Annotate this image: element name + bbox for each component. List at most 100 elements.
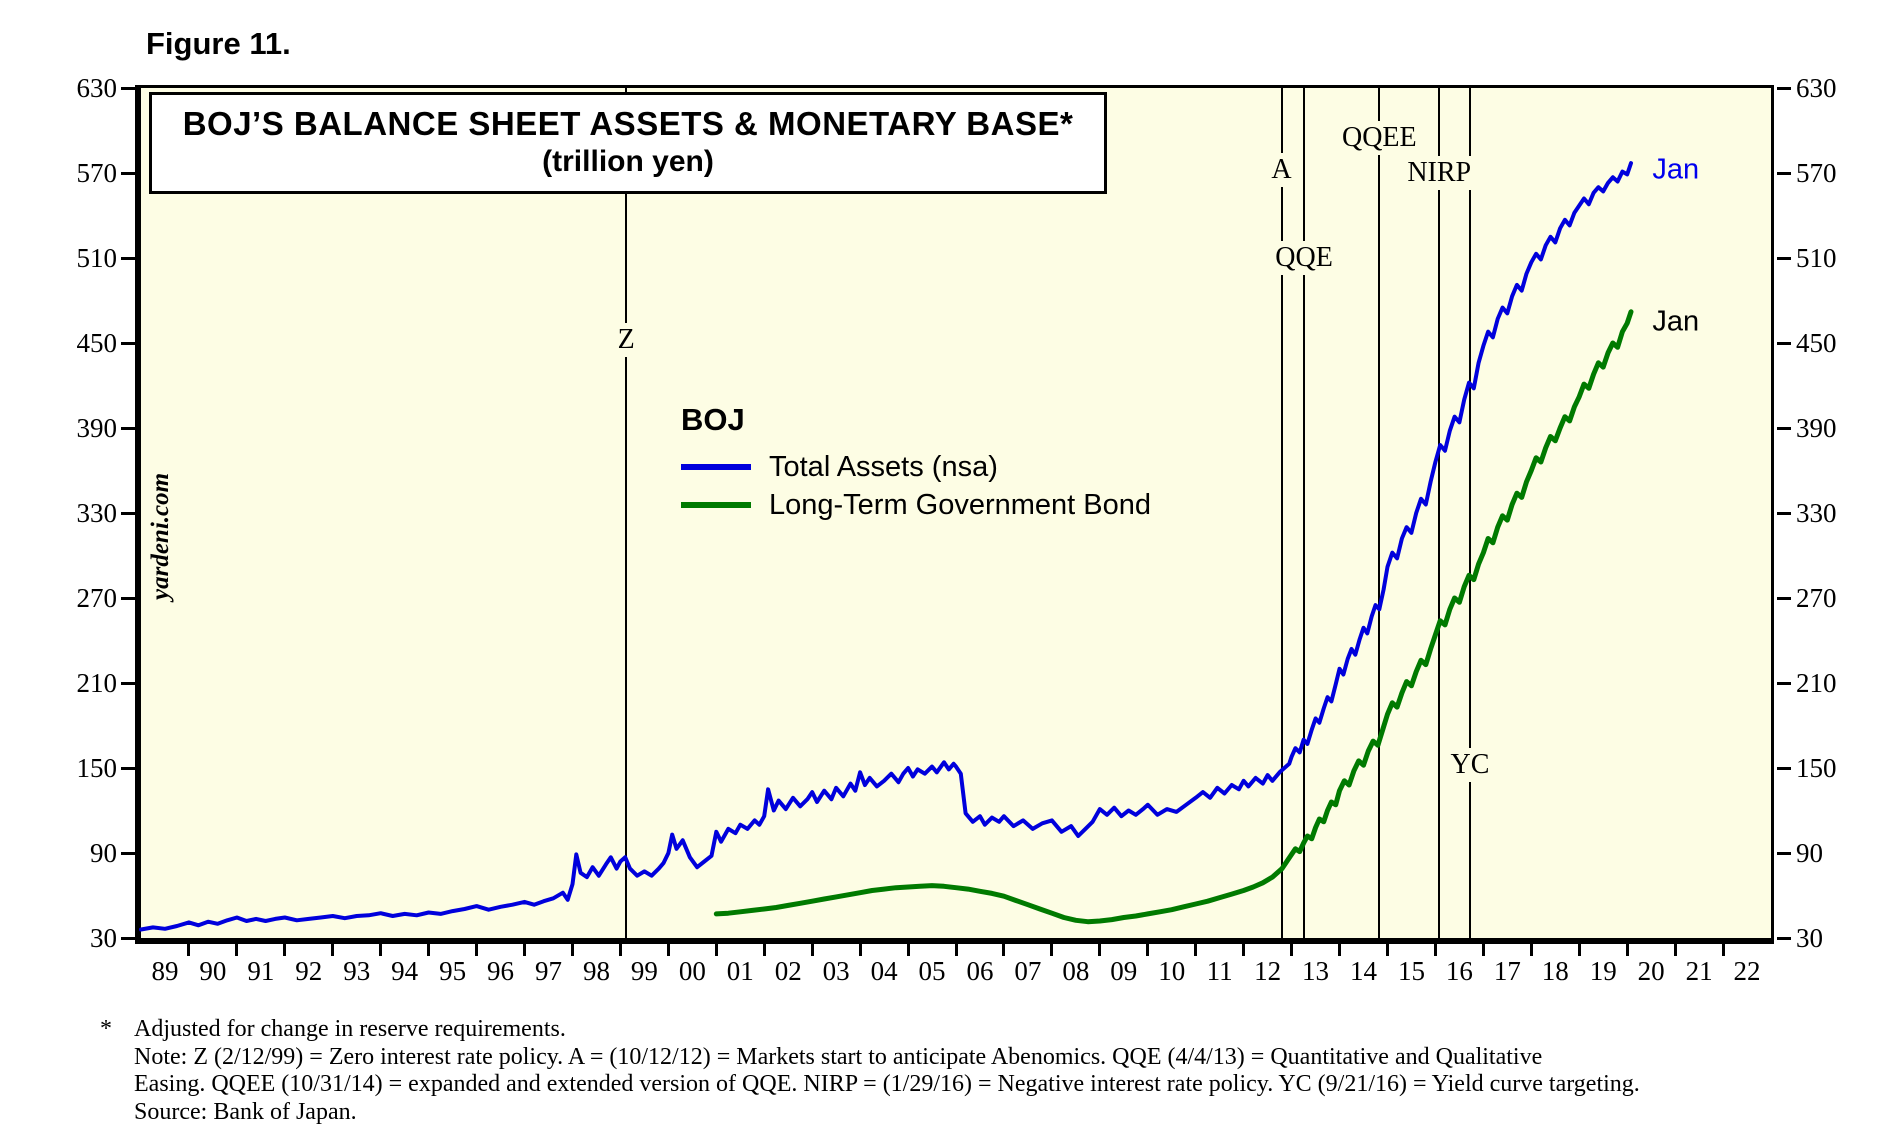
- y-axis-label-left: 630: [76, 73, 118, 103]
- y-axis-tick-left: [121, 936, 135, 940]
- y-axis-label-right: 30: [1796, 923, 1823, 953]
- event-line-yc: [1468, 88, 1471, 938]
- x-axis-label: 14: [1350, 956, 1377, 986]
- event-label-qqe: QQE: [1270, 241, 1338, 275]
- footnote-line: Note: Z (2/12/99) = Zero interest rate p…: [100, 1044, 1860, 1072]
- y-axis-label-left: 390: [76, 413, 118, 443]
- x-axis-tick: [714, 944, 718, 956]
- x-axis-tick: [427, 944, 431, 956]
- footnote-marker: *: [100, 1016, 112, 1042]
- legend: BOJ Total Assets (nsa) Long-Term Governme…: [681, 402, 1151, 524]
- y-axis-tick-left: [121, 851, 135, 855]
- x-axis-tick: [1721, 944, 1725, 956]
- x-axis-tick: [1242, 944, 1246, 956]
- footnote-text: Note: Z (2/12/99) = Zero interest rate p…: [134, 1043, 1543, 1070]
- event-line-qqee: [1378, 88, 1381, 938]
- x-axis-label: 96: [487, 956, 515, 986]
- y-axis-label-right: 450: [1796, 328, 1837, 358]
- x-axis-label: 04: [870, 956, 898, 986]
- event-label-a: A: [1266, 153, 1297, 188]
- y-axis-tick-right: [1777, 511, 1791, 515]
- y-axis-label-right: 630: [1796, 73, 1837, 103]
- event-line-nirp: [1438, 88, 1441, 938]
- y-axis-tick-left: [121, 426, 135, 430]
- x-axis-tick: [666, 944, 670, 956]
- x-axis-label: 92: [295, 956, 323, 986]
- y-axis-tick-left: [121, 256, 135, 260]
- footnote-marker: [100, 1099, 134, 1127]
- chart-subtitle: (trillion yen): [542, 145, 714, 178]
- chart-plot-area: BOJ’S BALANCE SHEET ASSETS & MONETARY BA…: [77, 73, 1837, 986]
- legend-label: Total Assets (nsa): [769, 450, 998, 483]
- x-axis-tick: [187, 944, 191, 956]
- series-line-total_assets: [139, 161, 1633, 932]
- x-axis-tick: [1194, 944, 1198, 956]
- x-axis-label: 99: [630, 956, 658, 986]
- y-axis-tick-right: [1777, 596, 1791, 600]
- x-axis-tick: [1481, 944, 1485, 956]
- x-axis-label: 15: [1397, 956, 1425, 986]
- x-axis-label: 03: [822, 956, 850, 986]
- y-axis-label-left: 270: [76, 583, 118, 613]
- series-line-lt_gov_bond: [713, 309, 1634, 925]
- footnote-marker: [100, 1044, 134, 1072]
- x-axis-label: 16: [1445, 956, 1473, 986]
- x-axis-label: 00: [678, 956, 706, 986]
- x-axis-label: 07: [1014, 956, 1042, 986]
- x-axis-label: 22: [1733, 956, 1761, 986]
- x-axis-label: 20: [1637, 956, 1665, 986]
- x-axis-label: 91: [247, 956, 275, 986]
- y-axis-label-right: 90: [1796, 838, 1823, 868]
- y-axis-label-right: 210: [1796, 668, 1837, 698]
- legend-item: Total Assets (nsa): [681, 448, 1151, 486]
- x-axis-tick: [570, 944, 574, 956]
- end-label-total_assets: Jan: [1652, 153, 1700, 186]
- y-axis-tick-left: [121, 681, 135, 685]
- legend-swatch-lt_gov_bond: [681, 502, 751, 508]
- y-axis-tick-right: [1777, 171, 1791, 175]
- x-axis-label: 08: [1062, 956, 1090, 986]
- x-axis-label: 12: [1254, 956, 1282, 986]
- x-axis-label: 21: [1685, 956, 1713, 986]
- event-label-yc: YC: [1445, 748, 1495, 783]
- event-line-qqe: [1303, 88, 1306, 938]
- x-axis-tick: [954, 944, 958, 956]
- x-axis-tick: [618, 944, 622, 956]
- x-axis-label: 94: [391, 956, 419, 986]
- y-axis-label-right: 510: [1796, 243, 1837, 273]
- y-axis-tick-right: [1777, 936, 1791, 940]
- legend-label: Long-Term Government Bond: [769, 488, 1152, 521]
- y-axis-tick-left: [121, 171, 135, 175]
- x-axis-label: 09: [1110, 956, 1138, 986]
- event-label-nirp: NIRP: [1402, 156, 1477, 190]
- x-axis-tick: [1338, 944, 1342, 956]
- x-axis-tick: [762, 944, 766, 956]
- x-axis-label: 11: [1206, 956, 1233, 986]
- x-axis-label: 10: [1158, 956, 1186, 986]
- y-axis-label-right: 150: [1796, 753, 1837, 783]
- y-axis-label-left: 30: [90, 923, 117, 953]
- x-axis-tick: [379, 944, 383, 956]
- legend-heading: BOJ: [681, 402, 745, 437]
- plot-inner: BOJ’S BALANCE SHEET ASSETS & MONETARY BA…: [77, 73, 1837, 986]
- y-axis-label-left: 570: [76, 158, 118, 188]
- y-axis-tick-left: [121, 86, 135, 90]
- x-axis-tick: [1385, 944, 1389, 956]
- x-axis-label: 95: [439, 956, 467, 986]
- chart-title: BOJ’S BALANCE SHEET ASSETS & MONETARY BA…: [182, 105, 1074, 142]
- y-axis-tick-right: [1777, 256, 1791, 260]
- footnote-line: Easing. QQEE (10/31/14) = expanded and e…: [100, 1071, 1860, 1099]
- x-axis-label: 89: [151, 956, 179, 986]
- x-axis-tick: [906, 944, 910, 956]
- x-axis-tick: [523, 944, 527, 956]
- x-axis-tick: [1673, 944, 1677, 956]
- y-axis-label-left: 330: [76, 498, 118, 528]
- event-line-a: [1280, 88, 1283, 938]
- x-axis-tick: [1002, 944, 1006, 956]
- x-axis-tick: [331, 944, 335, 956]
- y-axis-label-right: 330: [1796, 498, 1837, 528]
- end-label-lt_gov_bond: Jan: [1652, 305, 1700, 338]
- y-axis-label-right: 390: [1796, 413, 1837, 443]
- x-axis-label: 19: [1589, 956, 1617, 986]
